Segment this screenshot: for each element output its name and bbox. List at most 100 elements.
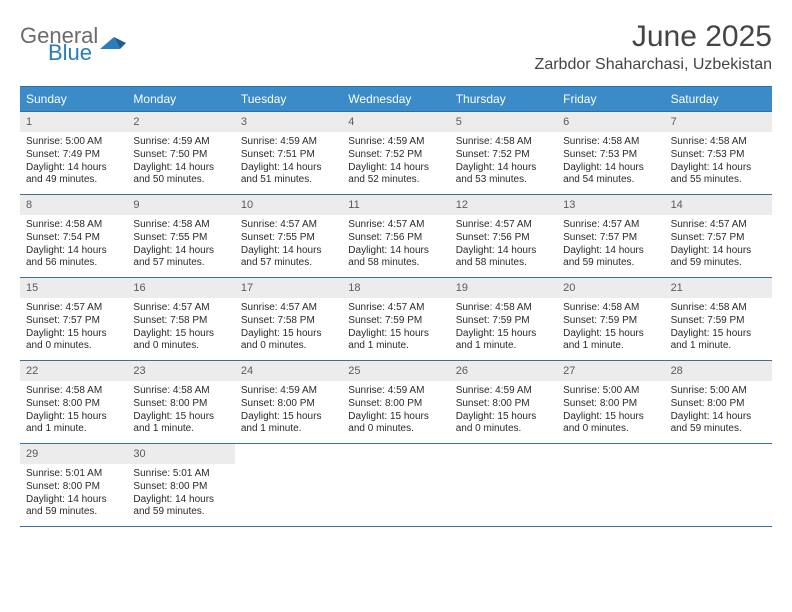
sunrise-line: Sunrise: 5:00 AM [563, 385, 658, 398]
daylight-line: Daylight: 15 hours and 1 minute. [563, 328, 658, 354]
sunset-line: Sunset: 7:56 PM [348, 232, 443, 245]
calendar-cell-empty: . [665, 444, 772, 527]
calendar-cell: 30Sunrise: 5:01 AMSunset: 8:00 PMDayligh… [127, 444, 234, 527]
daylight-line: Daylight: 15 hours and 1 minute. [133, 411, 228, 437]
day-number: 6 [557, 112, 664, 132]
daylight-line: Daylight: 15 hours and 1 minute. [26, 411, 121, 437]
day-body: Sunrise: 5:01 AMSunset: 8:00 PMDaylight:… [127, 464, 234, 525]
sunset-line: Sunset: 7:52 PM [456, 149, 551, 162]
day-number: 25 [342, 361, 449, 381]
sunset-line: Sunset: 8:00 PM [348, 398, 443, 411]
calendar-cell: 7Sunrise: 4:58 AMSunset: 7:53 PMDaylight… [665, 112, 772, 195]
sunset-line: Sunset: 7:59 PM [348, 315, 443, 328]
calendar-cell-empty: . [342, 444, 449, 527]
calendar-cell: 24Sunrise: 4:59 AMSunset: 8:00 PMDayligh… [235, 361, 342, 444]
day-body: Sunrise: 4:58 AMSunset: 7:53 PMDaylight:… [557, 132, 664, 193]
day-number: 16 [127, 278, 234, 298]
sunset-line: Sunset: 7:57 PM [671, 232, 766, 245]
day-body: Sunrise: 5:00 AMSunset: 7:49 PMDaylight:… [20, 132, 127, 193]
dow-header: Thursday [450, 86, 557, 112]
day-body: Sunrise: 4:57 AMSunset: 7:57 PMDaylight:… [557, 215, 664, 276]
sunrise-line: Sunrise: 4:57 AM [26, 302, 121, 315]
sunset-line: Sunset: 7:50 PM [133, 149, 228, 162]
sunset-line: Sunset: 7:55 PM [241, 232, 336, 245]
sunrise-line: Sunrise: 4:59 AM [348, 385, 443, 398]
day-body: Sunrise: 4:57 AMSunset: 7:58 PMDaylight:… [235, 298, 342, 359]
sunrise-line: Sunrise: 4:58 AM [456, 302, 551, 315]
day-number: 23 [127, 361, 234, 381]
calendar-cell-empty: . [235, 444, 342, 527]
daylight-line: Daylight: 15 hours and 1 minute. [456, 328, 551, 354]
day-number: 12 [450, 195, 557, 215]
calendar-cell: 28Sunrise: 5:00 AMSunset: 8:00 PMDayligh… [665, 361, 772, 444]
calendar-cell: 22Sunrise: 4:58 AMSunset: 8:00 PMDayligh… [20, 361, 127, 444]
calendar-cell: 11Sunrise: 4:57 AMSunset: 7:56 PMDayligh… [342, 195, 449, 278]
sunrise-line: Sunrise: 4:58 AM [26, 385, 121, 398]
calendar-cell: 6Sunrise: 4:58 AMSunset: 7:53 PMDaylight… [557, 112, 664, 195]
day-body: Sunrise: 5:00 AMSunset: 8:00 PMDaylight:… [557, 381, 664, 442]
daylight-line: Daylight: 14 hours and 49 minutes. [26, 162, 121, 188]
sunrise-line: Sunrise: 4:57 AM [456, 219, 551, 232]
logo: General Blue [20, 26, 126, 64]
day-number: 14 [665, 195, 772, 215]
day-number: 5 [450, 112, 557, 132]
calendar-cell: 9Sunrise: 4:58 AMSunset: 7:55 PMDaylight… [127, 195, 234, 278]
daylight-line: Daylight: 14 hours and 59 minutes. [671, 245, 766, 271]
sunrise-line: Sunrise: 4:59 AM [241, 136, 336, 149]
header: General Blue June 2025 Zarbdor Shaharcha… [20, 18, 772, 78]
calendar-cell: 15Sunrise: 4:57 AMSunset: 7:57 PMDayligh… [20, 278, 127, 361]
sunrise-line: Sunrise: 4:58 AM [133, 219, 228, 232]
daylight-line: Daylight: 15 hours and 0 minutes. [563, 411, 658, 437]
day-body: Sunrise: 4:58 AMSunset: 8:00 PMDaylight:… [127, 381, 234, 442]
sunset-line: Sunset: 7:59 PM [563, 315, 658, 328]
sunset-line: Sunset: 7:59 PM [456, 315, 551, 328]
dow-header: Friday [557, 86, 664, 112]
daylight-line: Daylight: 14 hours and 52 minutes. [348, 162, 443, 188]
day-body: Sunrise: 4:58 AMSunset: 7:59 PMDaylight:… [665, 298, 772, 359]
day-number: 24 [235, 361, 342, 381]
daylight-line: Daylight: 14 hours and 58 minutes. [348, 245, 443, 271]
day-number: 29 [20, 444, 127, 464]
calendar-grid: SundayMondayTuesdayWednesdayThursdayFrid… [20, 86, 772, 527]
dow-header: Saturday [665, 86, 772, 112]
daylight-line: Daylight: 14 hours and 59 minutes. [133, 494, 228, 520]
sunset-line: Sunset: 7:49 PM [26, 149, 121, 162]
sunrise-line: Sunrise: 4:58 AM [133, 385, 228, 398]
day-body: Sunrise: 4:58 AMSunset: 7:59 PMDaylight:… [557, 298, 664, 359]
day-body: Sunrise: 4:57 AMSunset: 7:55 PMDaylight:… [235, 215, 342, 276]
day-body: Sunrise: 4:58 AMSunset: 7:55 PMDaylight:… [127, 215, 234, 276]
day-number: 17 [235, 278, 342, 298]
daylight-line: Daylight: 15 hours and 0 minutes. [348, 411, 443, 437]
daylight-line: Daylight: 14 hours and 57 minutes. [241, 245, 336, 271]
sunset-line: Sunset: 8:00 PM [671, 398, 766, 411]
daylight-line: Daylight: 14 hours and 59 minutes. [563, 245, 658, 271]
calendar-cell: 10Sunrise: 4:57 AMSunset: 7:55 PMDayligh… [235, 195, 342, 278]
sunset-line: Sunset: 8:00 PM [133, 398, 228, 411]
day-number: 11 [342, 195, 449, 215]
daylight-line: Daylight: 15 hours and 0 minutes. [456, 411, 551, 437]
sunrise-line: Sunrise: 4:57 AM [348, 219, 443, 232]
calendar-cell: 29Sunrise: 5:01 AMSunset: 8:00 PMDayligh… [20, 444, 127, 527]
sunrise-line: Sunrise: 5:01 AM [133, 468, 228, 481]
sunrise-line: Sunrise: 4:57 AM [133, 302, 228, 315]
day-number: 27 [557, 361, 664, 381]
day-body: Sunrise: 4:57 AMSunset: 7:58 PMDaylight:… [127, 298, 234, 359]
sunset-line: Sunset: 8:00 PM [456, 398, 551, 411]
calendar-cell: 23Sunrise: 4:58 AMSunset: 8:00 PMDayligh… [127, 361, 234, 444]
sunset-line: Sunset: 8:00 PM [563, 398, 658, 411]
day-body: Sunrise: 4:57 AMSunset: 7:57 PMDaylight:… [665, 215, 772, 276]
location: Zarbdor Shaharchasi, Uzbekistan [535, 56, 772, 74]
day-body: Sunrise: 4:57 AMSunset: 7:56 PMDaylight:… [342, 215, 449, 276]
daylight-line: Daylight: 14 hours and 55 minutes. [671, 162, 766, 188]
day-body: Sunrise: 4:58 AMSunset: 7:53 PMDaylight:… [665, 132, 772, 193]
sunset-line: Sunset: 8:00 PM [241, 398, 336, 411]
day-number: 20 [557, 278, 664, 298]
sunset-line: Sunset: 8:00 PM [26, 481, 121, 494]
daylight-line: Daylight: 14 hours and 51 minutes. [241, 162, 336, 188]
daylight-line: Daylight: 14 hours and 57 minutes. [133, 245, 228, 271]
sunset-line: Sunset: 7:57 PM [563, 232, 658, 245]
daylight-line: Daylight: 14 hours and 56 minutes. [26, 245, 121, 271]
sunrise-line: Sunrise: 4:59 AM [348, 136, 443, 149]
sunrise-line: Sunrise: 4:58 AM [456, 136, 551, 149]
sunrise-line: Sunrise: 4:57 AM [348, 302, 443, 315]
